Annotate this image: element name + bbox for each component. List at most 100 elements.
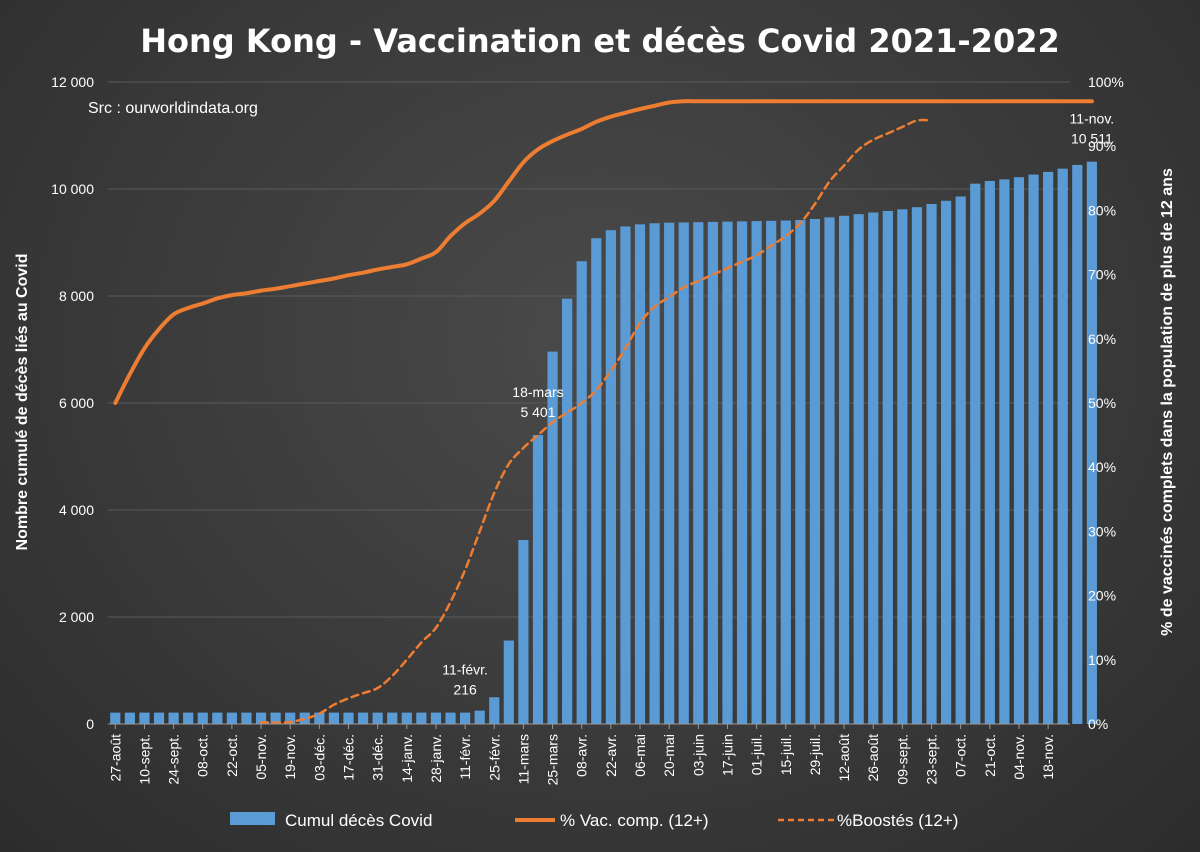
vaccination-line	[113, 99, 1094, 405]
bar	[562, 298, 573, 724]
bar	[970, 183, 981, 724]
bar	[911, 207, 923, 724]
bar	[897, 209, 908, 724]
x-tick-label: 31-déc.	[370, 734, 386, 781]
bar	[547, 351, 558, 724]
x-tick-label: 11-févr.	[457, 734, 473, 780]
bar	[285, 712, 296, 724]
x-tick-label: 14-janv.	[399, 734, 415, 783]
bar	[853, 214, 864, 724]
source-note: Src : ourworldindata.org	[88, 100, 258, 117]
y-right-tick-label: 30%	[1088, 523, 1116, 539]
bar	[795, 220, 806, 724]
bar	[1013, 177, 1025, 725]
bar	[197, 712, 208, 724]
x-tick-label: 17-déc.	[341, 734, 357, 781]
bar	[387, 712, 398, 724]
annotation-date: 11-nov.	[1070, 111, 1115, 127]
bar	[357, 712, 369, 724]
y-axis-right-title: % de vaccinés complets dans la populatio…	[1159, 168, 1176, 636]
x-tick-label: 06-mai	[632, 734, 648, 777]
y-axis-left-title: Nombre cumulé de décès liés au Covid	[14, 254, 31, 551]
x-tick-label: 09-sept.	[894, 734, 910, 785]
bar-series	[110, 161, 1097, 725]
x-tick-label: 17-juin	[719, 734, 735, 776]
bar	[1086, 161, 1097, 724]
bar	[780, 220, 791, 724]
bar	[722, 221, 733, 724]
bar	[168, 712, 179, 724]
bar	[401, 712, 412, 724]
bar	[868, 212, 879, 725]
bar	[999, 179, 1010, 724]
annotations: 11-févr. 216 18-mars 5 401 11-nov. 10 511	[442, 111, 1114, 698]
bar	[649, 223, 660, 725]
x-tick-label: 26-août	[865, 734, 881, 782]
x-tick-label: 23-sept.	[924, 734, 940, 785]
y-left-tick-label: 2 000	[59, 609, 94, 625]
x-tick-label: 08-avr.	[574, 734, 590, 777]
x-tick-label: 18-nov.	[1040, 734, 1056, 780]
y-right-tick-label: 40%	[1088, 459, 1116, 475]
bar	[212, 712, 223, 724]
bar	[824, 217, 835, 725]
y-right-tick-label: 50%	[1088, 395, 1116, 411]
x-tick-label: 07-oct.	[953, 734, 969, 777]
x-tick-label: 05-nov.	[253, 734, 269, 780]
legend-label-deaths: Cumul décès Covid	[285, 811, 432, 830]
bar	[838, 215, 850, 724]
x-tick-label: 01-juil.	[749, 734, 765, 775]
line-series	[113, 99, 1094, 724]
bar	[518, 539, 529, 724]
gridlines	[108, 81, 1070, 725]
x-tick-label: 10-sept.	[136, 734, 152, 785]
bar	[1028, 174, 1039, 724]
bar	[620, 226, 631, 724]
bar	[1043, 171, 1054, 724]
bar	[183, 712, 194, 724]
legend-swatch-bar	[230, 812, 275, 825]
bar	[809, 218, 821, 724]
bar	[416, 712, 427, 724]
y-left-tick-label: 8 000	[59, 288, 94, 304]
y-axis-left: 0 2 000 4 000 6 000 8 000 10 000 12 000	[51, 74, 94, 732]
y-right-tick-label: 90%	[1088, 138, 1116, 154]
bar	[605, 230, 616, 724]
bar	[489, 697, 500, 724]
x-tick-label: 21-oct.	[982, 734, 998, 777]
bar	[372, 712, 383, 724]
bar	[241, 712, 252, 724]
chart-title: Hong Kong - Vaccination et décès Covid 2…	[140, 22, 1059, 60]
legend: Cumul décès Covid % Vac. comp. (12+) %Bo…	[230, 811, 958, 830]
booster-line	[259, 118, 933, 724]
bar	[460, 712, 471, 724]
annotation-value: 10 511	[1071, 131, 1113, 147]
bar	[430, 712, 442, 724]
bar	[693, 222, 704, 725]
y-right-tick-label: 60%	[1088, 331, 1116, 347]
x-tick-label: 28-janv.	[428, 734, 444, 783]
bar	[664, 222, 675, 724]
bar	[532, 435, 544, 724]
annotation-value: 5 401	[520, 404, 555, 420]
bar	[707, 221, 718, 724]
bar	[984, 180, 995, 725]
bar	[124, 712, 135, 724]
x-axis: 27-août 10-sept. 24-sept. 08-oct. 22-oct. 05-…	[107, 723, 1070, 785]
legend-label-vac: % Vac. comp. (12+)	[560, 811, 709, 830]
bar	[503, 640, 514, 724]
x-tick-label: 04-nov.	[1011, 734, 1027, 780]
bar	[314, 712, 325, 724]
bar	[576, 261, 587, 724]
x-tick-label: 22-avr.	[603, 734, 619, 777]
bar	[926, 203, 937, 725]
bar	[226, 712, 237, 724]
bar	[882, 210, 893, 724]
bar	[139, 712, 150, 724]
bar	[255, 712, 267, 724]
x-tick-label: 25-mars	[545, 734, 561, 785]
y-left-tick-label: 12 000	[51, 74, 94, 90]
bar	[299, 712, 310, 724]
bar	[955, 196, 966, 725]
